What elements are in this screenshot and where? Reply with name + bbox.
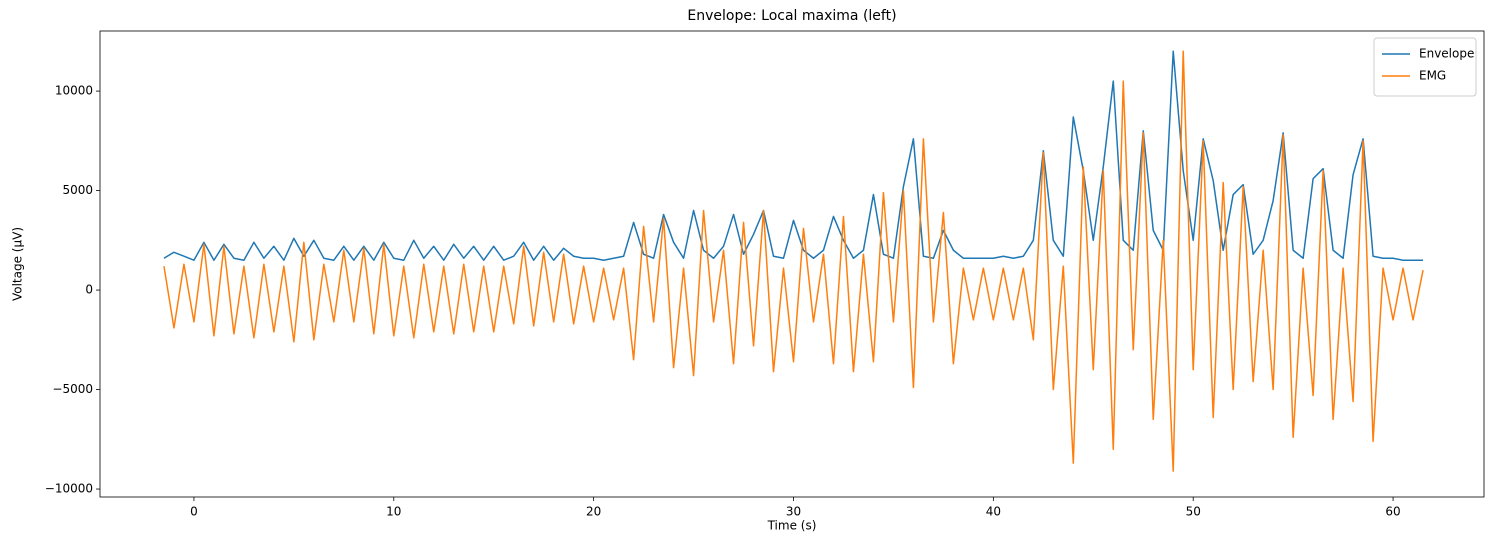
plot-frame: [99, 30, 1485, 498]
x-tick-label: 20: [586, 505, 601, 519]
series-line: [163, 50, 1424, 261]
legend-label: EMG: [1419, 69, 1446, 83]
y-tick-label: 5000: [62, 183, 93, 197]
legend-label: Envelope: [1419, 47, 1474, 61]
x-tick-label: 10: [386, 505, 401, 519]
x-tick-label: 0: [190, 505, 198, 519]
y-axis-label: Voltage (μV): [11, 227, 25, 301]
y-tick-label: −10000: [45, 482, 93, 496]
legend: Envelope EMG: [1373, 37, 1477, 97]
x-tick-label: 60: [1385, 505, 1400, 519]
y-tick-label: −5000: [52, 382, 93, 396]
chart-title: Envelope: Local maxima (left): [687, 8, 896, 24]
legend-box: [1373, 37, 1477, 97]
x-tick-label: 50: [1186, 505, 1201, 519]
y-tick-label: 10000: [55, 84, 93, 98]
x-tick-label: 40: [986, 505, 1001, 519]
x-axis-label: Time (s): [767, 519, 817, 533]
x-tick-label: 30: [786, 505, 801, 519]
y-tick-label: 0: [85, 283, 93, 297]
series-line: [163, 50, 1424, 472]
